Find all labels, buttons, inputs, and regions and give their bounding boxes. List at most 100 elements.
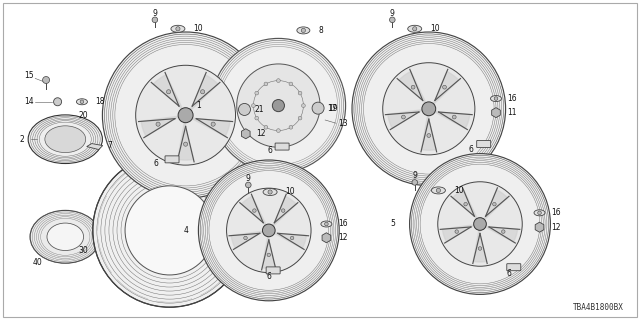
FancyBboxPatch shape <box>477 140 491 148</box>
Circle shape <box>176 27 180 31</box>
Circle shape <box>43 76 49 84</box>
Polygon shape <box>429 71 459 109</box>
Ellipse shape <box>263 188 277 196</box>
Circle shape <box>125 186 214 275</box>
FancyBboxPatch shape <box>165 156 179 163</box>
Text: 2: 2 <box>19 135 24 144</box>
Ellipse shape <box>297 27 310 34</box>
Polygon shape <box>535 222 544 232</box>
Circle shape <box>273 100 284 112</box>
Circle shape <box>401 115 405 119</box>
Circle shape <box>166 90 171 94</box>
Polygon shape <box>87 144 102 149</box>
Circle shape <box>255 91 259 95</box>
Polygon shape <box>177 115 194 160</box>
FancyBboxPatch shape <box>266 267 280 274</box>
Text: 19: 19 <box>328 104 338 113</box>
Circle shape <box>252 104 255 108</box>
Text: 9: 9 <box>412 172 417 180</box>
Circle shape <box>198 160 339 301</box>
Circle shape <box>264 125 268 129</box>
Polygon shape <box>442 224 480 242</box>
Circle shape <box>452 115 456 119</box>
Text: 6: 6 <box>266 272 271 281</box>
Circle shape <box>178 108 193 123</box>
Circle shape <box>301 28 305 33</box>
Polygon shape <box>322 233 331 243</box>
Text: 10: 10 <box>454 186 464 195</box>
Ellipse shape <box>431 187 445 194</box>
Circle shape <box>268 190 272 194</box>
Text: 9: 9 <box>246 174 251 183</box>
Polygon shape <box>492 108 500 118</box>
Circle shape <box>255 116 259 120</box>
Circle shape <box>93 154 246 307</box>
Circle shape <box>276 129 280 132</box>
Circle shape <box>262 224 275 237</box>
Circle shape <box>493 203 496 206</box>
Ellipse shape <box>408 25 422 32</box>
Polygon shape <box>269 196 296 230</box>
Ellipse shape <box>76 99 88 105</box>
Circle shape <box>264 82 268 86</box>
Text: 1: 1 <box>196 101 201 110</box>
Circle shape <box>352 32 506 186</box>
Text: 12: 12 <box>552 223 561 232</box>
Polygon shape <box>241 196 269 230</box>
Circle shape <box>464 203 467 206</box>
Text: 16: 16 <box>508 94 517 103</box>
Circle shape <box>383 63 475 155</box>
Circle shape <box>227 188 311 273</box>
Circle shape <box>136 65 236 165</box>
Text: 10: 10 <box>193 24 203 33</box>
Polygon shape <box>388 109 429 128</box>
FancyBboxPatch shape <box>275 143 289 150</box>
Polygon shape <box>269 230 307 248</box>
Circle shape <box>253 209 256 212</box>
Ellipse shape <box>47 223 84 251</box>
Circle shape <box>390 17 395 23</box>
Circle shape <box>237 64 320 147</box>
Text: 21: 21 <box>255 105 264 114</box>
Circle shape <box>494 97 498 100</box>
FancyBboxPatch shape <box>507 264 521 271</box>
Text: 7: 7 <box>108 141 113 150</box>
Polygon shape <box>399 71 429 109</box>
Circle shape <box>200 90 205 94</box>
Circle shape <box>298 116 302 120</box>
Circle shape <box>298 91 302 95</box>
Circle shape <box>184 142 188 146</box>
Text: 6: 6 <box>468 145 474 154</box>
Circle shape <box>438 182 522 266</box>
Circle shape <box>289 82 292 86</box>
Circle shape <box>239 103 250 116</box>
Text: 40: 40 <box>32 258 42 267</box>
Ellipse shape <box>171 25 185 32</box>
Circle shape <box>410 154 550 294</box>
Text: 4: 4 <box>184 226 188 235</box>
Text: 6: 6 <box>506 269 511 278</box>
Text: 10: 10 <box>430 24 440 33</box>
Circle shape <box>413 27 417 31</box>
Text: 13: 13 <box>338 119 348 128</box>
Polygon shape <box>141 115 186 137</box>
Polygon shape <box>429 109 470 128</box>
Circle shape <box>427 134 431 138</box>
Circle shape <box>289 125 292 129</box>
Circle shape <box>443 85 447 89</box>
Text: 6: 6 <box>154 159 159 168</box>
Text: 10: 10 <box>285 188 295 196</box>
Polygon shape <box>421 109 436 150</box>
Circle shape <box>474 218 486 230</box>
Circle shape <box>301 104 305 108</box>
Circle shape <box>436 188 440 193</box>
Text: 12: 12 <box>256 129 266 138</box>
Circle shape <box>312 102 324 114</box>
Circle shape <box>455 230 458 233</box>
Text: 17: 17 <box>328 104 337 113</box>
Circle shape <box>538 211 541 215</box>
Polygon shape <box>473 224 487 262</box>
Circle shape <box>276 79 280 83</box>
Polygon shape <box>186 115 230 137</box>
Circle shape <box>324 222 328 226</box>
